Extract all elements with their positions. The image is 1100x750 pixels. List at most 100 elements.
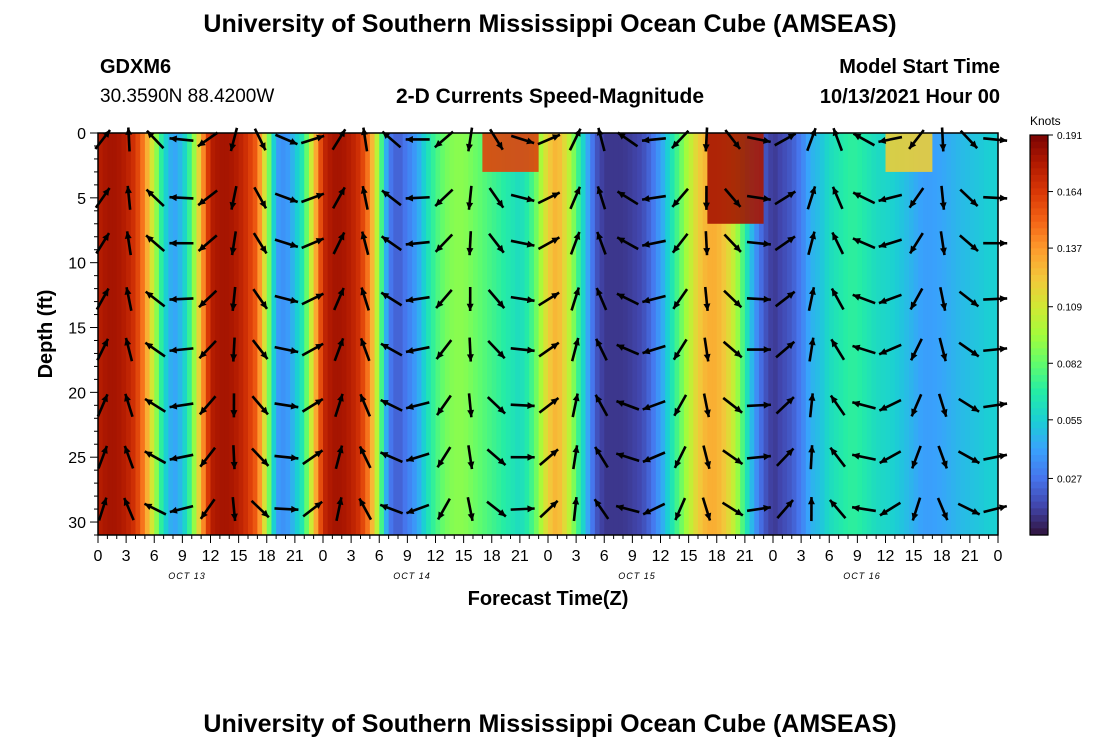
heatmap-column — [238, 133, 244, 535]
vector-head — [360, 186, 368, 194]
vector-head — [878, 297, 887, 304]
vector-head — [595, 394, 603, 403]
vector-head — [435, 244, 444, 252]
vector-head — [290, 347, 299, 354]
heatmap-column — [557, 133, 563, 535]
vector-head — [260, 300, 268, 309]
colorbar-segment — [1030, 248, 1048, 256]
x-tick-label: 21 — [961, 548, 979, 565]
heatmap-column — [402, 133, 408, 535]
vector-head — [315, 293, 324, 301]
heatmap-column — [623, 133, 629, 535]
vector-head — [909, 199, 917, 208]
vector-head — [336, 445, 344, 454]
vector-head — [830, 447, 838, 456]
vector-head — [702, 202, 710, 210]
colorbar-segment — [1030, 155, 1048, 163]
vector-head — [145, 398, 153, 406]
heatmap-column — [201, 133, 207, 535]
vector-head — [616, 293, 625, 300]
vector-head — [551, 134, 560, 141]
heatmap-column — [449, 133, 455, 535]
x-axis: 0 3 6 9 12 15 18 21 0 3 6 9 12 15 18 21 0 3 6 9 12 15 18 21 0 3 6 9… — [94, 535, 1003, 581]
vector-head — [596, 127, 604, 136]
vector-head — [878, 137, 887, 144]
heatmap-column — [777, 133, 783, 535]
vector-head — [198, 299, 207, 308]
heatmap-column — [951, 133, 957, 535]
colorbar-segment — [1030, 528, 1048, 536]
colorbar-segment — [1030, 181, 1048, 189]
vector-head — [971, 508, 980, 515]
colorbar-tick-label: 0.109 — [1057, 303, 1082, 314]
heatmap-column — [983, 133, 990, 535]
colorbar-segment — [1030, 415, 1048, 423]
colorbar-segment — [1030, 401, 1048, 409]
vector-head — [911, 352, 918, 361]
colorbar-segment — [1030, 341, 1048, 349]
heatmap-column — [805, 133, 812, 535]
vector-head — [360, 287, 368, 296]
vector-head — [229, 303, 237, 311]
heatmap-column — [829, 133, 835, 535]
heatmap-column — [730, 133, 737, 535]
vector-head — [230, 513, 238, 522]
vector-head — [940, 408, 948, 417]
heatmap-column — [974, 133, 980, 535]
vector-head — [732, 141, 741, 149]
colorbar-segment — [1030, 461, 1048, 469]
heatmap-column — [116, 133, 123, 535]
vector-head — [527, 346, 535, 354]
vector-head — [437, 459, 445, 468]
vector-head — [999, 136, 1008, 144]
colorbar-tick-label: 0.027 — [1057, 474, 1082, 485]
vector-head — [999, 194, 1008, 202]
heatmap-column — [880, 133, 887, 535]
vector-head — [145, 291, 154, 299]
vector-head — [169, 194, 177, 202]
vector-head — [643, 508, 652, 515]
vector-head — [337, 338, 344, 347]
vector-head — [360, 394, 367, 403]
colorbar-segment — [1030, 515, 1048, 523]
vector-head — [101, 288, 109, 297]
vector-head — [642, 296, 651, 304]
heatmap-column — [712, 133, 718, 535]
vector-head — [169, 295, 177, 303]
colorbar-frame — [1029, 134, 1049, 536]
vector-head — [259, 142, 266, 151]
vector-head — [853, 133, 862, 141]
x-tick-label: 0 — [319, 548, 328, 565]
colorbar-segment — [1030, 308, 1048, 316]
vector-head — [734, 457, 743, 465]
vector-head — [704, 460, 711, 469]
vector-head — [763, 346, 771, 354]
heatmap-column — [599, 133, 605, 535]
heatmap-column — [655, 133, 662, 535]
colorbar-segment — [1030, 395, 1048, 403]
heatmap-column — [580, 133, 587, 535]
vector-head — [999, 401, 1008, 409]
colorbar-segment — [1030, 508, 1048, 516]
colorbar-segment — [1030, 421, 1048, 429]
x-tick-label: 6 — [825, 548, 834, 565]
colorbar-segment — [1030, 168, 1048, 176]
vector-head — [596, 186, 604, 195]
vector-head — [124, 393, 131, 402]
vector-head — [359, 446, 367, 455]
heatmap-column — [618, 133, 624, 535]
heatmap-column — [290, 133, 296, 535]
y-tick-label: 20 — [68, 385, 86, 402]
vector-head — [229, 143, 237, 152]
heatmap-column — [843, 133, 849, 535]
vector-head — [496, 244, 504, 253]
x-tick-label: 12 — [877, 548, 895, 565]
vector-head — [406, 455, 415, 462]
heatmap-column — [641, 133, 648, 535]
vector-head — [786, 341, 795, 350]
vector-head — [594, 499, 602, 508]
vector-head — [551, 192, 560, 199]
vector-head — [939, 144, 947, 152]
heatmap-column — [566, 133, 573, 535]
vector-head — [198, 198, 207, 206]
